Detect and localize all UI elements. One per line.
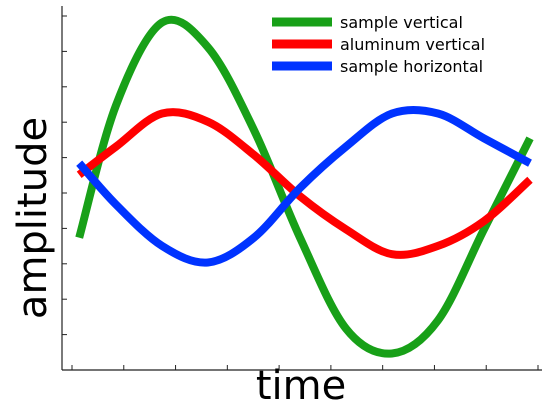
y-axis-label: amplitude	[10, 117, 56, 319]
legend: sample vertical aluminum vertical sample h…	[272, 13, 485, 76]
series-line-1	[75, 15, 534, 358]
series-layer	[75, 15, 534, 358]
axes	[61, 6, 542, 371]
x-axis-label: time	[256, 363, 346, 404]
series-line-3	[76, 105, 532, 267]
legend-label-1: sample vertical	[340, 13, 463, 32]
legend-label-3: sample horizontal	[340, 57, 483, 76]
series-line-2	[76, 108, 533, 259]
legend-label-2: aluminum vertical	[340, 35, 485, 54]
